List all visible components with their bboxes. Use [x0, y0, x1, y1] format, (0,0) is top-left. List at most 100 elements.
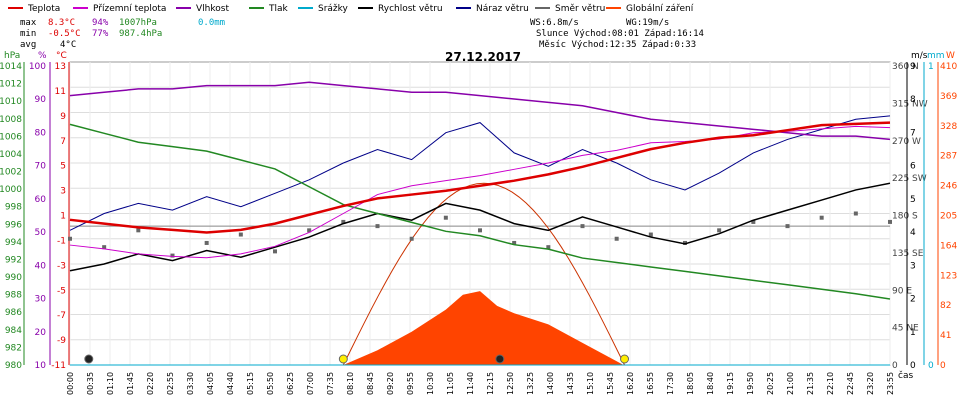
x-tick-label: 18:05 [686, 372, 695, 395]
tick-label: 1004 [0, 150, 22, 160]
tick-label: 41 [940, 331, 951, 341]
x-tick-label: 16:20 [626, 372, 635, 395]
avg-label: avg [20, 40, 36, 50]
wind-direction-point [751, 219, 756, 224]
wind-direction-point [614, 236, 619, 241]
wind-speed: WS:6.8m/s [530, 18, 579, 28]
tick-label: 410 [940, 62, 957, 72]
hpa-label: hPa [4, 51, 20, 61]
x-tick-label: 08:10 [346, 372, 355, 395]
x-tick-label: 23:55 [886, 372, 895, 395]
tick-label: 998 [5, 203, 22, 213]
x-tick-label: 18:40 [706, 372, 715, 395]
tick-label: 20 [35, 328, 47, 338]
tick-label: 992 [5, 255, 22, 265]
x-tick-label: 11:40 [466, 372, 475, 395]
tick-label: -3 [57, 261, 66, 271]
wind-direction-point [307, 228, 312, 233]
axis-labels: hPa % °C m/s mm W čas [4, 51, 955, 381]
tick-label: 0 [910, 361, 916, 371]
legend-label: Globální záření [626, 4, 694, 14]
tick-label: 90 E [892, 286, 912, 296]
x-tick-label: 12:15 [486, 372, 495, 395]
tick-label: 6 [910, 162, 916, 172]
tick-label: 205 [940, 212, 957, 222]
sun-marker [338, 354, 348, 364]
x-tick-label: 19:15 [726, 372, 735, 395]
tick-label: -1 [57, 236, 66, 246]
wind-direction-point [341, 219, 346, 224]
moon-marker [495, 354, 505, 364]
tick-label: -7 [57, 311, 66, 321]
tick-label: 984 [5, 326, 22, 336]
tick-label: 2 [910, 295, 916, 305]
x-tick-label: 19:50 [746, 372, 755, 395]
tick-label: 60 [35, 195, 47, 205]
wind-direction-point [785, 224, 790, 229]
tick-label: 164 [940, 241, 957, 251]
min-press: 987.4hPa [119, 29, 162, 39]
tick-label: 9 [60, 112, 66, 122]
series-line [69, 123, 891, 300]
x-tick-label: 21:00 [786, 372, 795, 395]
tick-label: 45 NE [892, 324, 919, 334]
x-tick-label: 00:35 [86, 372, 95, 395]
x-tick-label: 13:25 [526, 372, 535, 395]
x-tick-label: 02:55 [166, 372, 175, 395]
ms-label: m/s [911, 51, 928, 61]
x-tick-label: 06:25 [286, 372, 295, 395]
wind-direction-point [546, 245, 551, 250]
moon-times: Měsíc Východ:12:35 Západ:0:33 [539, 40, 696, 50]
wind-direction-point [478, 228, 482, 233]
tick-label: -11 [51, 361, 66, 371]
x-tick-label: 02:20 [146, 372, 155, 395]
max-press: 1007hPa [119, 18, 157, 28]
x-tick-label: 14:00 [546, 372, 555, 395]
x-tick-label: 17:30 [666, 372, 675, 395]
x-tick-label: 01:10 [106, 372, 115, 395]
tick-label: 70 [35, 162, 47, 172]
wind-direction-point [68, 236, 72, 241]
chart-title: 27.12.2017 [445, 50, 521, 64]
x-tick-label: 10:30 [426, 372, 435, 395]
tick-label: 3 [60, 187, 66, 197]
legend-label: Vlhkost [196, 4, 229, 14]
tick-label: 180 S [892, 212, 918, 222]
x-tick-label: 15:45 [606, 372, 615, 395]
wind-direction-point [238, 232, 243, 237]
tick-label: 40 [35, 261, 47, 271]
tick-label: 360 N [892, 62, 919, 72]
tick-label: -5 [57, 286, 66, 296]
tick-label: 287 [940, 152, 957, 162]
x-ticks: 00:00 00:35 01:10 01:45 02:20 02:55 03:30 04:05… [66, 372, 895, 395]
wind-direction-point [170, 253, 175, 258]
x-tick-label: 20:25 [766, 372, 775, 395]
wind-gust: WG:19m/s [626, 18, 669, 28]
sun-curve [342, 182, 625, 366]
wind-direction-point [853, 211, 858, 216]
legend: Teplota Přízemní teplota Vlhkost Tlak Srážky… [8, 4, 694, 14]
max-rain: 0.0mm [198, 18, 225, 28]
tick-label: 123 [940, 271, 957, 281]
wind-direction-point [409, 236, 414, 241]
x-tick-label: 09:55 [406, 372, 415, 395]
tick-label: 980 [5, 361, 22, 371]
tick-label: 369 [940, 92, 957, 102]
x-tick-label: 05:50 [266, 372, 275, 395]
tick-label: 3 [910, 261, 916, 271]
radiation-area [343, 291, 624, 365]
x-tick-label: 14:35 [566, 372, 575, 395]
tick-label: 9 [910, 62, 916, 72]
min-label: min [20, 29, 36, 39]
wind-direction-point [819, 215, 824, 220]
legend-label: Náraz větru [476, 4, 529, 14]
max-temp: 8.3°C [48, 18, 75, 28]
wind-direction-point [102, 245, 107, 250]
avg-temp: 4°C [60, 40, 76, 50]
x-tick-label: 03:30 [186, 372, 195, 395]
min-temp: -0.5°C [48, 29, 81, 39]
tick-label: 0 [928, 361, 934, 371]
tick-label: 1000 [0, 185, 22, 195]
tick-label: 1002 [0, 168, 22, 178]
